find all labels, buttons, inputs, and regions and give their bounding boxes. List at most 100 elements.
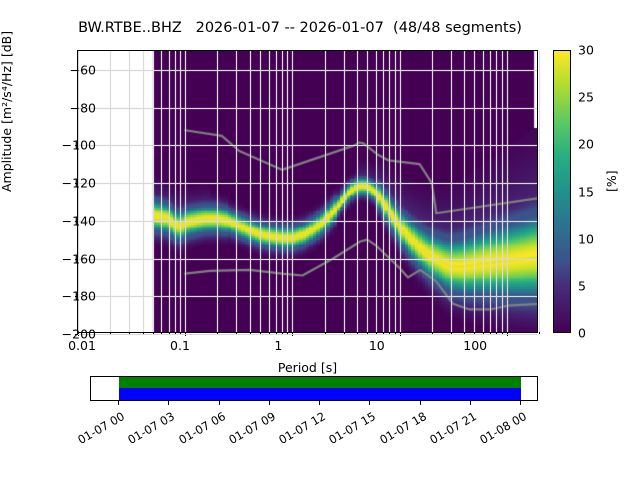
gridline-minor: [539, 51, 540, 332]
axis-tick: [382, 332, 384, 334]
axis-tick: [275, 332, 277, 334]
gridline-minor: [249, 51, 251, 332]
gridline-major: [506, 51, 508, 332]
axis-tick: [292, 332, 294, 336]
axis-tick: [78, 332, 79, 336]
timeline-ticklabel: 01-07 00: [75, 409, 127, 447]
gridline-major: [78, 296, 537, 298]
axis-tick: [356, 332, 358, 334]
timeline-tick: [369, 401, 371, 405]
gridline-major: [78, 69, 537, 71]
axis-tick: [268, 332, 270, 334]
gridline-minor: [129, 51, 131, 332]
axis-tick: [450, 332, 452, 334]
axis-tick: [482, 332, 484, 334]
gridline-minor: [174, 51, 176, 332]
axis-tick: [74, 183, 78, 185]
axis-tick: [324, 332, 326, 334]
timeline-ticklabel: 01-07 03: [125, 409, 178, 447]
colorbar-ticklabel: 15: [578, 184, 594, 199]
gridline-minor: [180, 51, 182, 332]
axis-tick: [74, 69, 78, 71]
gridline-major: [78, 258, 537, 260]
timeline-tick: [469, 401, 471, 405]
timeline-ticklabel: 01-07 12: [276, 409, 328, 447]
gridline-minor: [482, 51, 484, 332]
axis-tick: [399, 332, 401, 336]
axis-tick: [168, 332, 170, 334]
axis-tick: [260, 332, 262, 334]
y-ticklabel: −100: [61, 137, 96, 153]
colorbar-ticklabel: 20: [578, 136, 594, 152]
timeline-tick: [520, 401, 521, 405]
x-ticklabel: 0.01: [68, 338, 96, 353]
gridline-minor: [275, 51, 277, 332]
x-ticklabel: 100: [463, 338, 488, 353]
axis-tick: [539, 332, 540, 334]
gridline-minor: [382, 51, 384, 332]
gridline-minor: [142, 51, 144, 332]
gridline-major: [78, 220, 537, 222]
axis-tick: [496, 332, 498, 334]
gridline-minor: [268, 51, 270, 332]
gridline-minor: [490, 51, 492, 332]
y-ticklabel: −80: [69, 100, 96, 115]
axis-tick: [249, 332, 251, 334]
gridline-major: [78, 51, 79, 332]
axis-tick: [217, 332, 219, 334]
gridline-minor: [389, 51, 391, 332]
psd-segments-bar: [119, 388, 521, 400]
y-ticklabel: −200: [61, 326, 96, 342]
gridline-minor: [496, 51, 498, 332]
colorbar-ticklabel: 5: [578, 278, 586, 294]
axis-tick: [389, 332, 391, 334]
y-ticklabel: −140: [61, 213, 96, 229]
axes-plot-area: [78, 51, 537, 332]
timeline-tick: [218, 401, 220, 405]
timeline-tick: [268, 401, 270, 405]
axis-tick: [367, 332, 369, 334]
coverage-timeline: [90, 376, 538, 401]
timeline-ticklabel: 01-07 09: [225, 409, 278, 447]
gridline-major: [399, 51, 401, 332]
axis-tick: [287, 332, 289, 334]
timeline-tick: [319, 401, 320, 405]
axis-tick: [74, 220, 78, 222]
colorbar-ticklabel: 10: [578, 231, 594, 247]
axis-tick: [236, 332, 238, 334]
gridline-minor: [217, 51, 219, 332]
axis-tick: [74, 145, 78, 147]
y-ticklabel: −180: [61, 288, 96, 304]
timeline-ticklabel: 01-07 15: [326, 409, 379, 447]
axis-tick: [152, 332, 154, 334]
gridline-minor: [152, 51, 154, 332]
axis-tick: [394, 332, 396, 334]
gridline-minor: [367, 51, 369, 332]
gridline-minor: [394, 51, 396, 332]
axis-tick: [74, 107, 78, 109]
y-axis-label: Amplitude [m²/s⁴/Hz] [dB]: [0, 30, 14, 192]
gridline-minor: [236, 51, 238, 332]
axis-tick: [185, 332, 187, 336]
gridline-major: [185, 51, 187, 332]
gridline-major: [78, 145, 537, 147]
gridline-minor: [356, 51, 358, 332]
gridline-minor: [501, 51, 503, 332]
axis-tick: [501, 332, 503, 334]
axis-tick: [74, 334, 78, 335]
timeline-ticklabel: 01-07 06: [175, 409, 228, 447]
gridline-minor: [431, 51, 433, 332]
gridline-major: [78, 334, 537, 335]
axis-tick: [161, 332, 163, 334]
gridline-minor: [260, 51, 262, 332]
axis-tick: [180, 332, 182, 334]
axis-tick: [375, 332, 377, 334]
gridline-major: [78, 107, 537, 109]
colorbar-ticklabel: 0: [578, 325, 586, 341]
axis-tick: [174, 332, 176, 334]
axis-tick: [74, 296, 78, 298]
axis-tick: [129, 332, 131, 334]
colorbar-label: [%]: [604, 170, 619, 192]
gridline-minor: [287, 51, 289, 332]
